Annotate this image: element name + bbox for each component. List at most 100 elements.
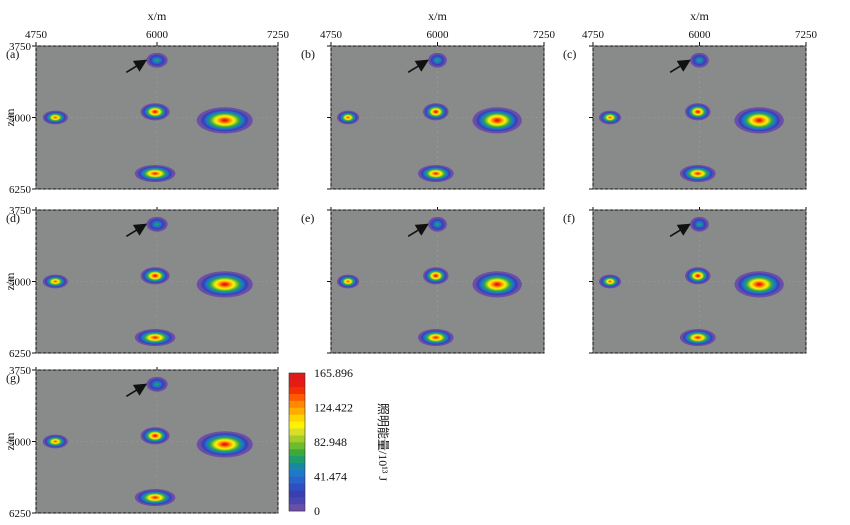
illumination-anomaly [42,274,68,289]
panel-label: (d) [6,211,20,225]
panel-label: (e) [301,211,314,225]
illumination-anomaly [679,164,716,183]
illumination-anomaly [734,271,784,298]
illumination-anomaly [679,328,716,347]
colorbar-frame [288,372,306,512]
illumination-anomaly [417,328,454,347]
panel-f: (f) [563,207,807,354]
colorbar-segment [289,442,305,450]
x-axis-label: x/m [148,9,167,23]
colorbar-segment [289,504,305,512]
x-axis-label: x/m [690,9,709,23]
x-tick-label: 7250 [267,29,290,41]
z-tick-label: 5000 [9,113,32,125]
illumination-anomaly [690,52,709,68]
panel-label: (f) [563,211,575,225]
panel-g: (g)3750 5000 6250 z/m [3,365,279,520]
x-tick-label: 4750 [25,29,48,41]
colorbar-segment [289,400,305,408]
z-axis-label: z/m [3,108,17,127]
illumination-anomaly [598,110,622,125]
x-tick-label: 6000 [146,29,169,41]
panel-label: (g) [6,371,20,385]
illumination-anomaly [598,274,622,289]
illumination-anomaly [146,216,168,232]
illumination-anomaly [42,110,68,125]
illumination-anomaly [134,488,176,507]
colorbar-segment [289,414,305,422]
colorbar-tick-label: 82.948 [314,435,347,449]
illumination-anomaly [146,376,168,392]
colorbar-segment [289,455,305,463]
illumination-anomaly [734,107,784,134]
illumination-anomaly [472,107,522,134]
panel-a: (a) 4750 6000 7250 x/m 3750 5000 6250 z/m [3,9,290,196]
colorbar-segment [289,490,305,498]
arrow-marker [125,223,148,237]
illumination-anomaly [196,271,253,298]
illumination-anomaly [134,164,176,183]
colorbar-title: 照明能量/10¹³ J [376,403,390,482]
colorbar-segment [289,469,305,477]
colorbar-segment [289,483,305,491]
colorbar-tick-label: 124.422 [314,401,353,415]
x-tick-label: 6000 [689,29,712,41]
colorbar-segment [289,476,305,484]
illumination-anomaly [140,103,170,121]
z-tick-label: 6250 [9,184,32,196]
z-axis-label: z/m [3,432,17,451]
colorbar-segment [289,393,305,401]
panel-label: (a) [6,47,19,61]
arrow-marker [125,383,148,397]
panel-e: (e) [301,207,545,354]
panel-label: (c) [563,47,576,61]
panels-group: (a) 4750 6000 7250 x/m 3750 5000 6250 z/m (b) 4750… [3,9,818,520]
colorbar-segment [289,462,305,470]
x-tick-label: 6000 [427,29,450,41]
colorbar-segment [289,379,305,388]
panel-label: (b) [301,47,315,61]
illumination-anomaly [42,434,68,449]
illumination-anomaly [134,328,176,347]
x-tick-label: 4750 [320,29,343,41]
panel-d: (d)3750 5000 6250 z/m [3,205,279,360]
illumination-anomaly [428,52,447,68]
illumination-anomaly [423,103,449,121]
x-axis-label: x/m [428,9,447,23]
z-axis-label: z/m [3,272,17,291]
arrow-marker [669,223,691,237]
illumination-anomaly [417,164,454,183]
panel-c: (c) 4750 6000 7250 x/m [563,9,818,190]
illumination-anomaly [428,216,447,232]
arrow-marker [125,59,148,73]
z-tick-label: 3750 [9,205,32,217]
z-tick-label: 5000 [9,277,32,289]
arrow-marker [407,59,429,73]
illumination-anomaly [336,110,360,125]
colorbar-segment [289,435,305,443]
illumination-anomaly [336,274,360,289]
colorbar-tick-label: 165.896 [314,366,353,380]
z-tick-label: 3750 [9,365,32,377]
x-tick-label: 7250 [795,29,818,41]
z-tick-label: 3750 [9,41,32,53]
illumination-anomaly [140,267,170,285]
z-tick-label: 6250 [9,508,32,520]
colorbar-segment [289,386,305,394]
illumination-anomaly [472,271,522,298]
colorbar-segment [289,448,305,457]
illumination-anomaly [146,52,168,68]
z-tick-label: 5000 [9,437,32,449]
colorbar: 165.896 124.422 82.948 41.474 0 照明能量/10¹³ J [288,366,390,518]
illumination-anomaly [685,103,711,121]
illumination-anomaly [685,267,711,285]
illumination-anomaly [690,216,709,232]
x-tick-label: 4750 [582,29,605,41]
x-tick-label: 7250 [533,29,556,41]
illumination-anomaly [140,427,170,445]
colorbar-segment [289,497,305,505]
illumination-anomaly [196,107,253,134]
z-tick-label: 6250 [9,348,32,360]
colorbar-tick-label: 41.474 [314,470,347,484]
